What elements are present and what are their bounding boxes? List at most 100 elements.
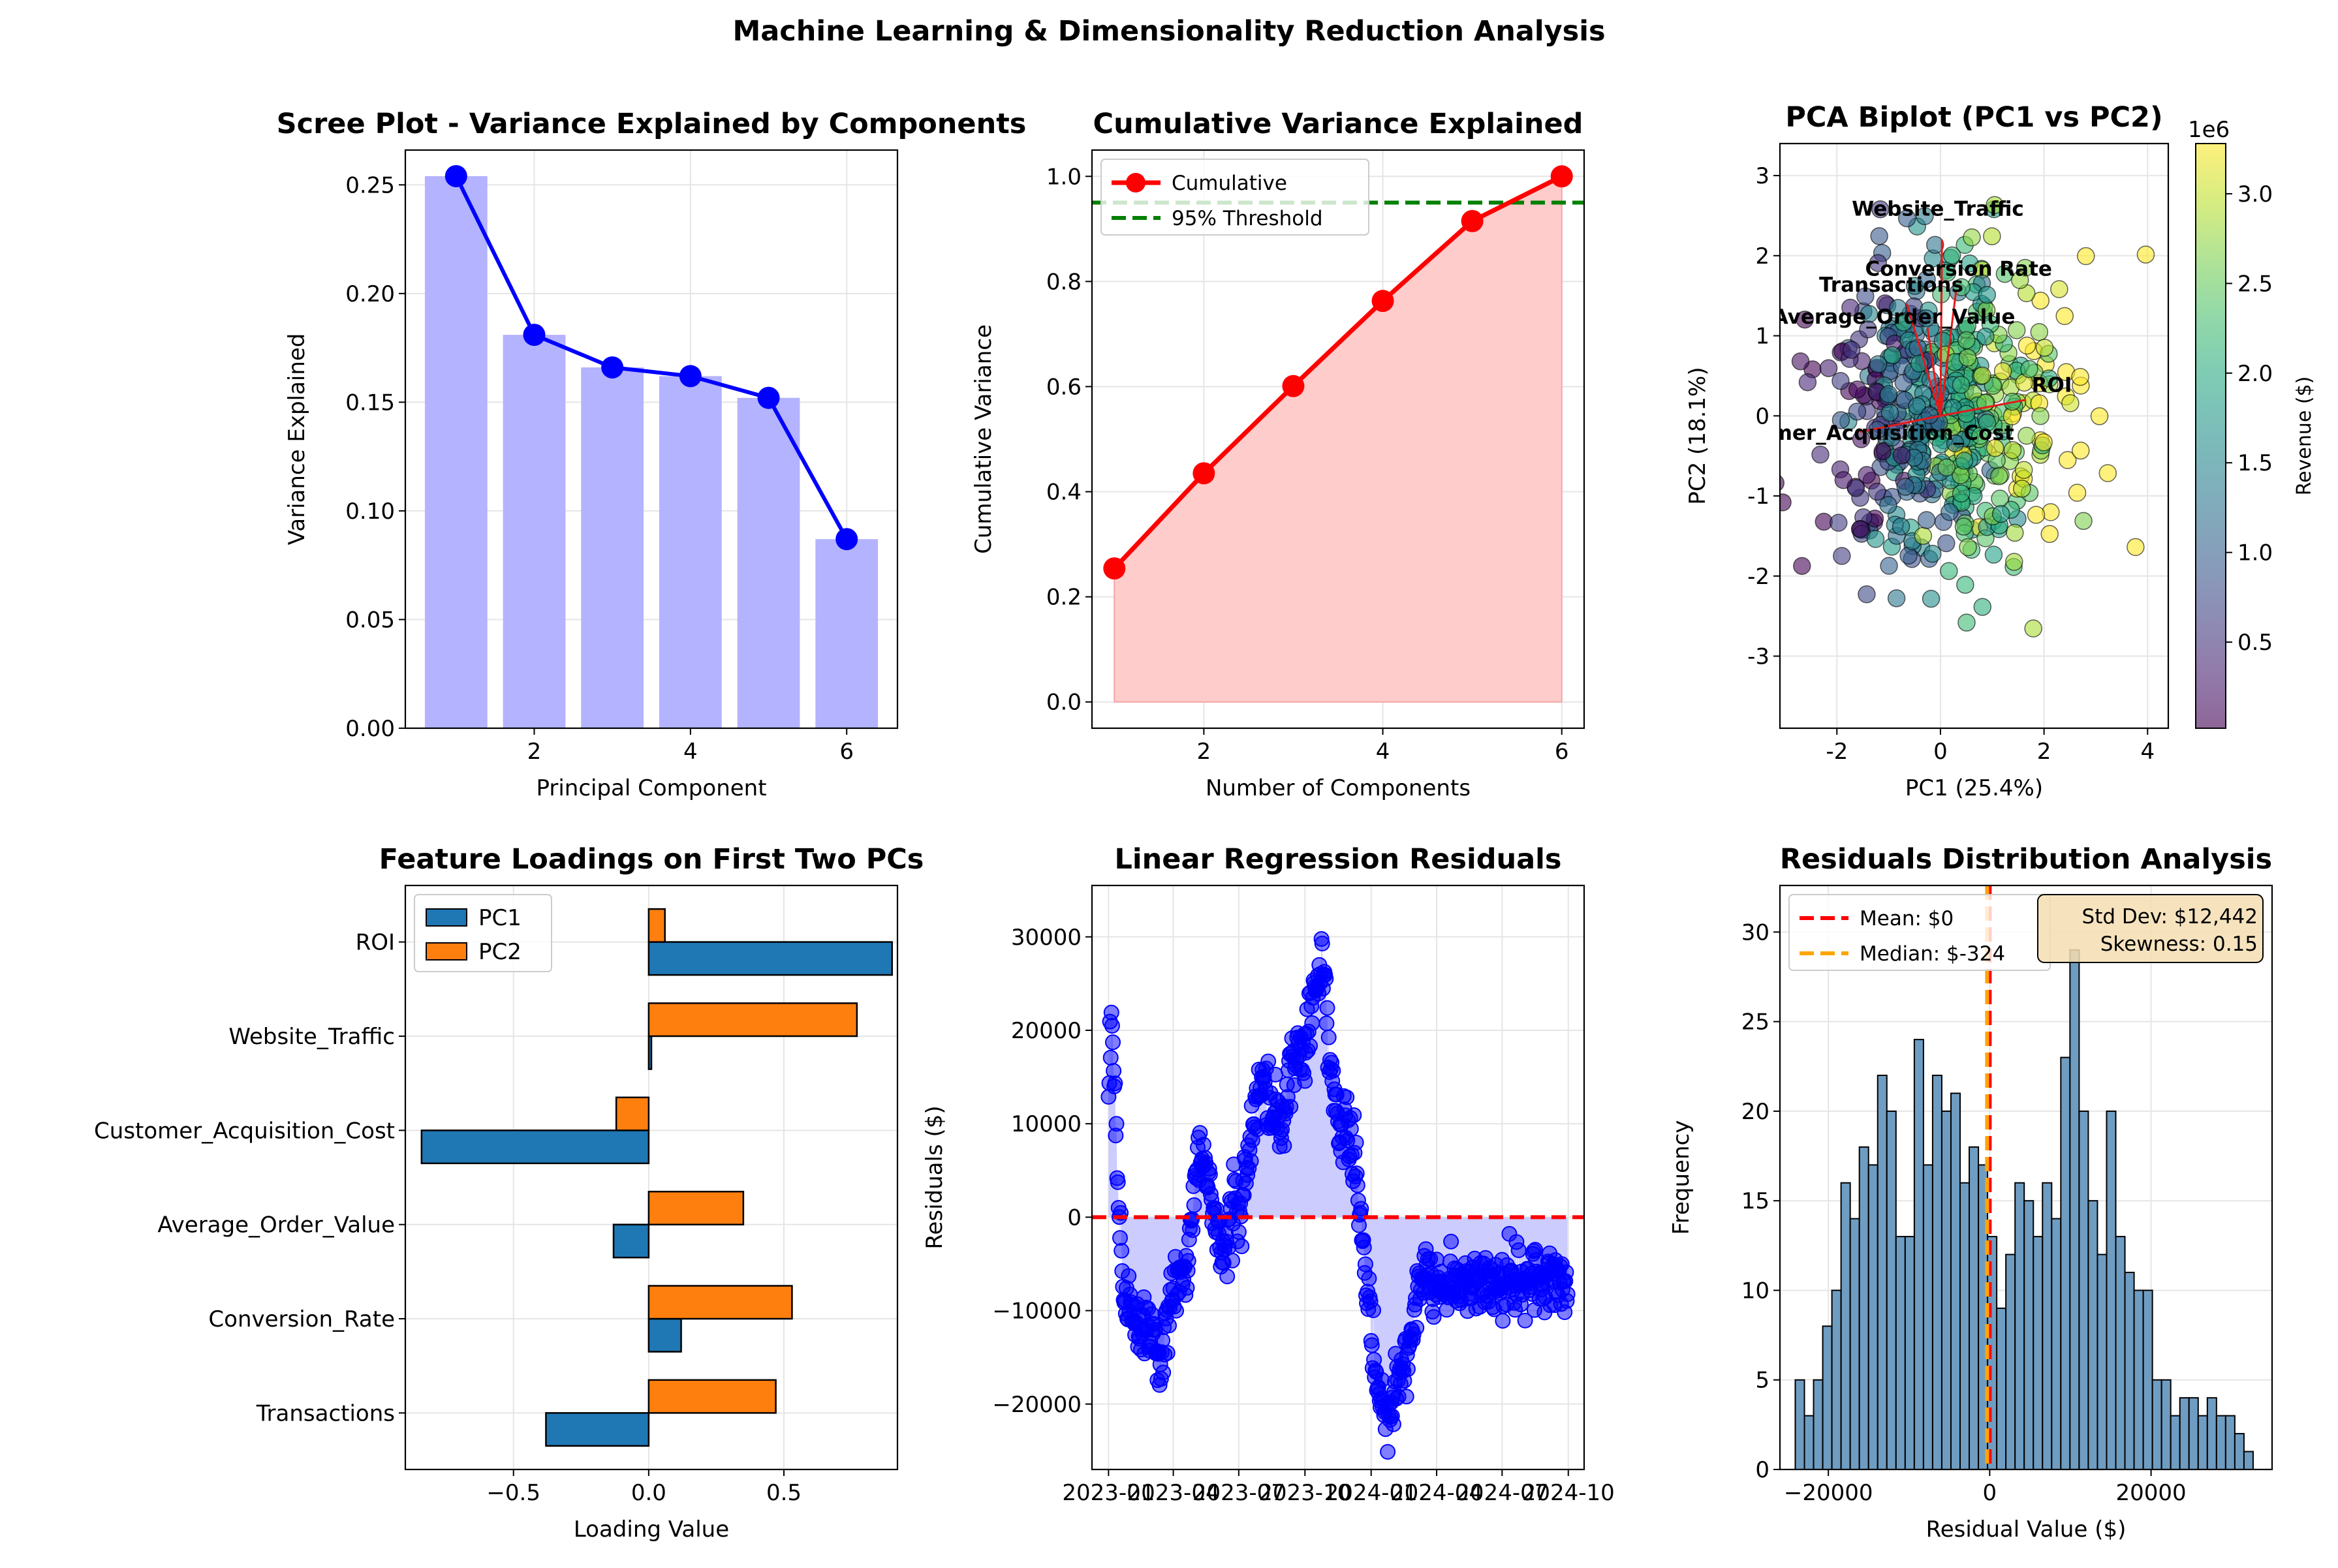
residual-point xyxy=(1186,1197,1202,1213)
residual-point xyxy=(1230,1224,1247,1240)
pca-point xyxy=(1871,200,1890,219)
axes-frame xyxy=(404,884,899,1471)
pca-point xyxy=(1983,227,2001,245)
y-tick-label: 30 xyxy=(1741,919,1769,945)
pca-point xyxy=(1957,405,1976,423)
variance-bar xyxy=(424,176,488,728)
pca-point xyxy=(1880,403,1899,422)
axes-title: Cumulative Variance Explained xyxy=(1093,108,1583,140)
residual-point xyxy=(1243,1153,1259,1169)
cumulative-variance-panel: 2 4 6 0.0 0.2 0.4 0.6 0.8 1.0 Cumulative 95% Thres… xyxy=(971,108,1585,801)
pca-point xyxy=(2031,407,2050,425)
cumulative-marker xyxy=(1103,557,1126,580)
pca-point xyxy=(1973,366,1991,385)
axes-frame xyxy=(1091,884,1585,1471)
residual-point xyxy=(1320,1029,1337,1045)
histogram-bar xyxy=(1950,1092,1961,1469)
y-tick-label: Conversion_Rate xyxy=(208,1306,395,1332)
pca-point xyxy=(2077,247,2095,266)
pca-point xyxy=(1925,236,1944,254)
histogram-bar xyxy=(1941,1110,1952,1469)
pca-point xyxy=(1993,362,2012,380)
x-tick-label: -2 xyxy=(1826,739,1848,765)
x-tick-label: 2 xyxy=(1197,739,1211,765)
histogram-bar xyxy=(2106,1110,2117,1469)
pca-point xyxy=(1959,538,1977,557)
feature-loadings-panel: −0.5 0.0 0.5 Transactions Conversion_Rate Ave… xyxy=(94,843,924,1543)
cumulative-marker xyxy=(1371,290,1394,313)
pca-point xyxy=(2090,407,2109,425)
pca-point xyxy=(2027,506,2046,524)
colorbar-tick-label: 2.0 xyxy=(2237,361,2273,387)
histogram-bar xyxy=(1849,1218,1860,1469)
histogram-bar xyxy=(1794,1379,1805,1469)
histogram-bar xyxy=(2151,1379,2162,1469)
pca-point xyxy=(1958,348,1977,367)
y-tick-label: ROI xyxy=(356,930,395,956)
pca-point xyxy=(1973,598,1992,616)
axes-title: Scree Plot - Variance Explained by Compo… xyxy=(277,108,1027,140)
pca-point xyxy=(1831,411,1850,429)
variance-marker xyxy=(835,528,858,551)
residual-point xyxy=(1219,1268,1236,1285)
y-tick-label: 30000 xyxy=(1011,925,1082,951)
y-tick-label: Customer_Acquisition_Cost xyxy=(94,1118,395,1144)
x-axis-label: Loading Value xyxy=(574,1516,729,1543)
pca-point xyxy=(1995,265,2014,283)
residual-point xyxy=(1558,1264,1574,1280)
y-tick-label: -3 xyxy=(1747,644,1769,670)
x-tick-label: 0 xyxy=(1933,739,1948,765)
residual-point xyxy=(1108,1116,1125,1132)
pca-point xyxy=(2058,451,2077,469)
pca-point xyxy=(2127,538,2145,557)
residual-point xyxy=(1260,1053,1277,1069)
pca-point xyxy=(1834,470,1853,489)
x-tick-label: 4 xyxy=(2140,739,2155,765)
y-tick-label: 2 xyxy=(1755,243,1769,269)
histogram-bar xyxy=(1877,1075,1888,1469)
residual-point xyxy=(1343,1121,1359,1137)
pc2-bar xyxy=(647,1002,858,1038)
histogram-bar xyxy=(2042,1182,2053,1469)
x-tick-label: 2 xyxy=(527,739,542,765)
pca-point xyxy=(1914,527,1933,545)
pca-point xyxy=(1851,519,1869,538)
y-tick-label: 0.4 xyxy=(1046,480,1082,506)
y-tick-label: 0.20 xyxy=(345,281,395,307)
y-axis-label: Frequency xyxy=(1668,1120,1694,1235)
residual-point xyxy=(1318,1015,1335,1032)
y-tick-label: -2 xyxy=(1747,564,1769,590)
residuals-panel: 2023-012023-042023-072023-102024-012024-… xyxy=(922,843,1615,1506)
pca-point xyxy=(1869,355,1888,373)
histogram-bar xyxy=(2179,1397,2190,1469)
pca-point xyxy=(2007,321,2026,339)
histogram-bar xyxy=(1931,1075,1942,1469)
loading-label: Conversion Rate xyxy=(1865,258,2052,281)
loading-arrow xyxy=(1940,399,2027,417)
cumulative-line xyxy=(1112,174,1563,570)
pca-point xyxy=(1963,228,1981,247)
figure-suptitle: Machine Learning & Dimensionality Reduct… xyxy=(732,15,1605,48)
legend-pc2-swatch xyxy=(426,942,467,961)
y-tick-label: -1 xyxy=(1747,484,1769,510)
residual-point xyxy=(1365,1302,1381,1318)
y-tick-label: 0.15 xyxy=(345,390,395,416)
colorbar-tick-label: 1.5 xyxy=(2237,450,2273,476)
pc1-bar xyxy=(647,941,893,976)
histogram-bar xyxy=(2206,1397,2217,1469)
pc1-bar xyxy=(545,1412,650,1447)
x-tick-label: 6 xyxy=(1555,739,1569,765)
colorbar-tick-label: 2.5 xyxy=(2237,271,2273,297)
pca-point xyxy=(1917,511,1936,529)
y-tick-label: 0.25 xyxy=(345,172,395,198)
histogram-bar xyxy=(2087,1200,2098,1469)
pca-point xyxy=(1897,209,1916,228)
y-tick-label: 10 xyxy=(1741,1278,1769,1304)
residual-point xyxy=(1304,1015,1320,1031)
pca-point xyxy=(1922,589,1941,608)
histogram-bar xyxy=(2051,1218,2062,1469)
variance-bar xyxy=(503,335,566,728)
pca-point xyxy=(1946,434,1965,453)
residual-point xyxy=(1112,1230,1128,1246)
residual-point xyxy=(1339,1089,1355,1105)
